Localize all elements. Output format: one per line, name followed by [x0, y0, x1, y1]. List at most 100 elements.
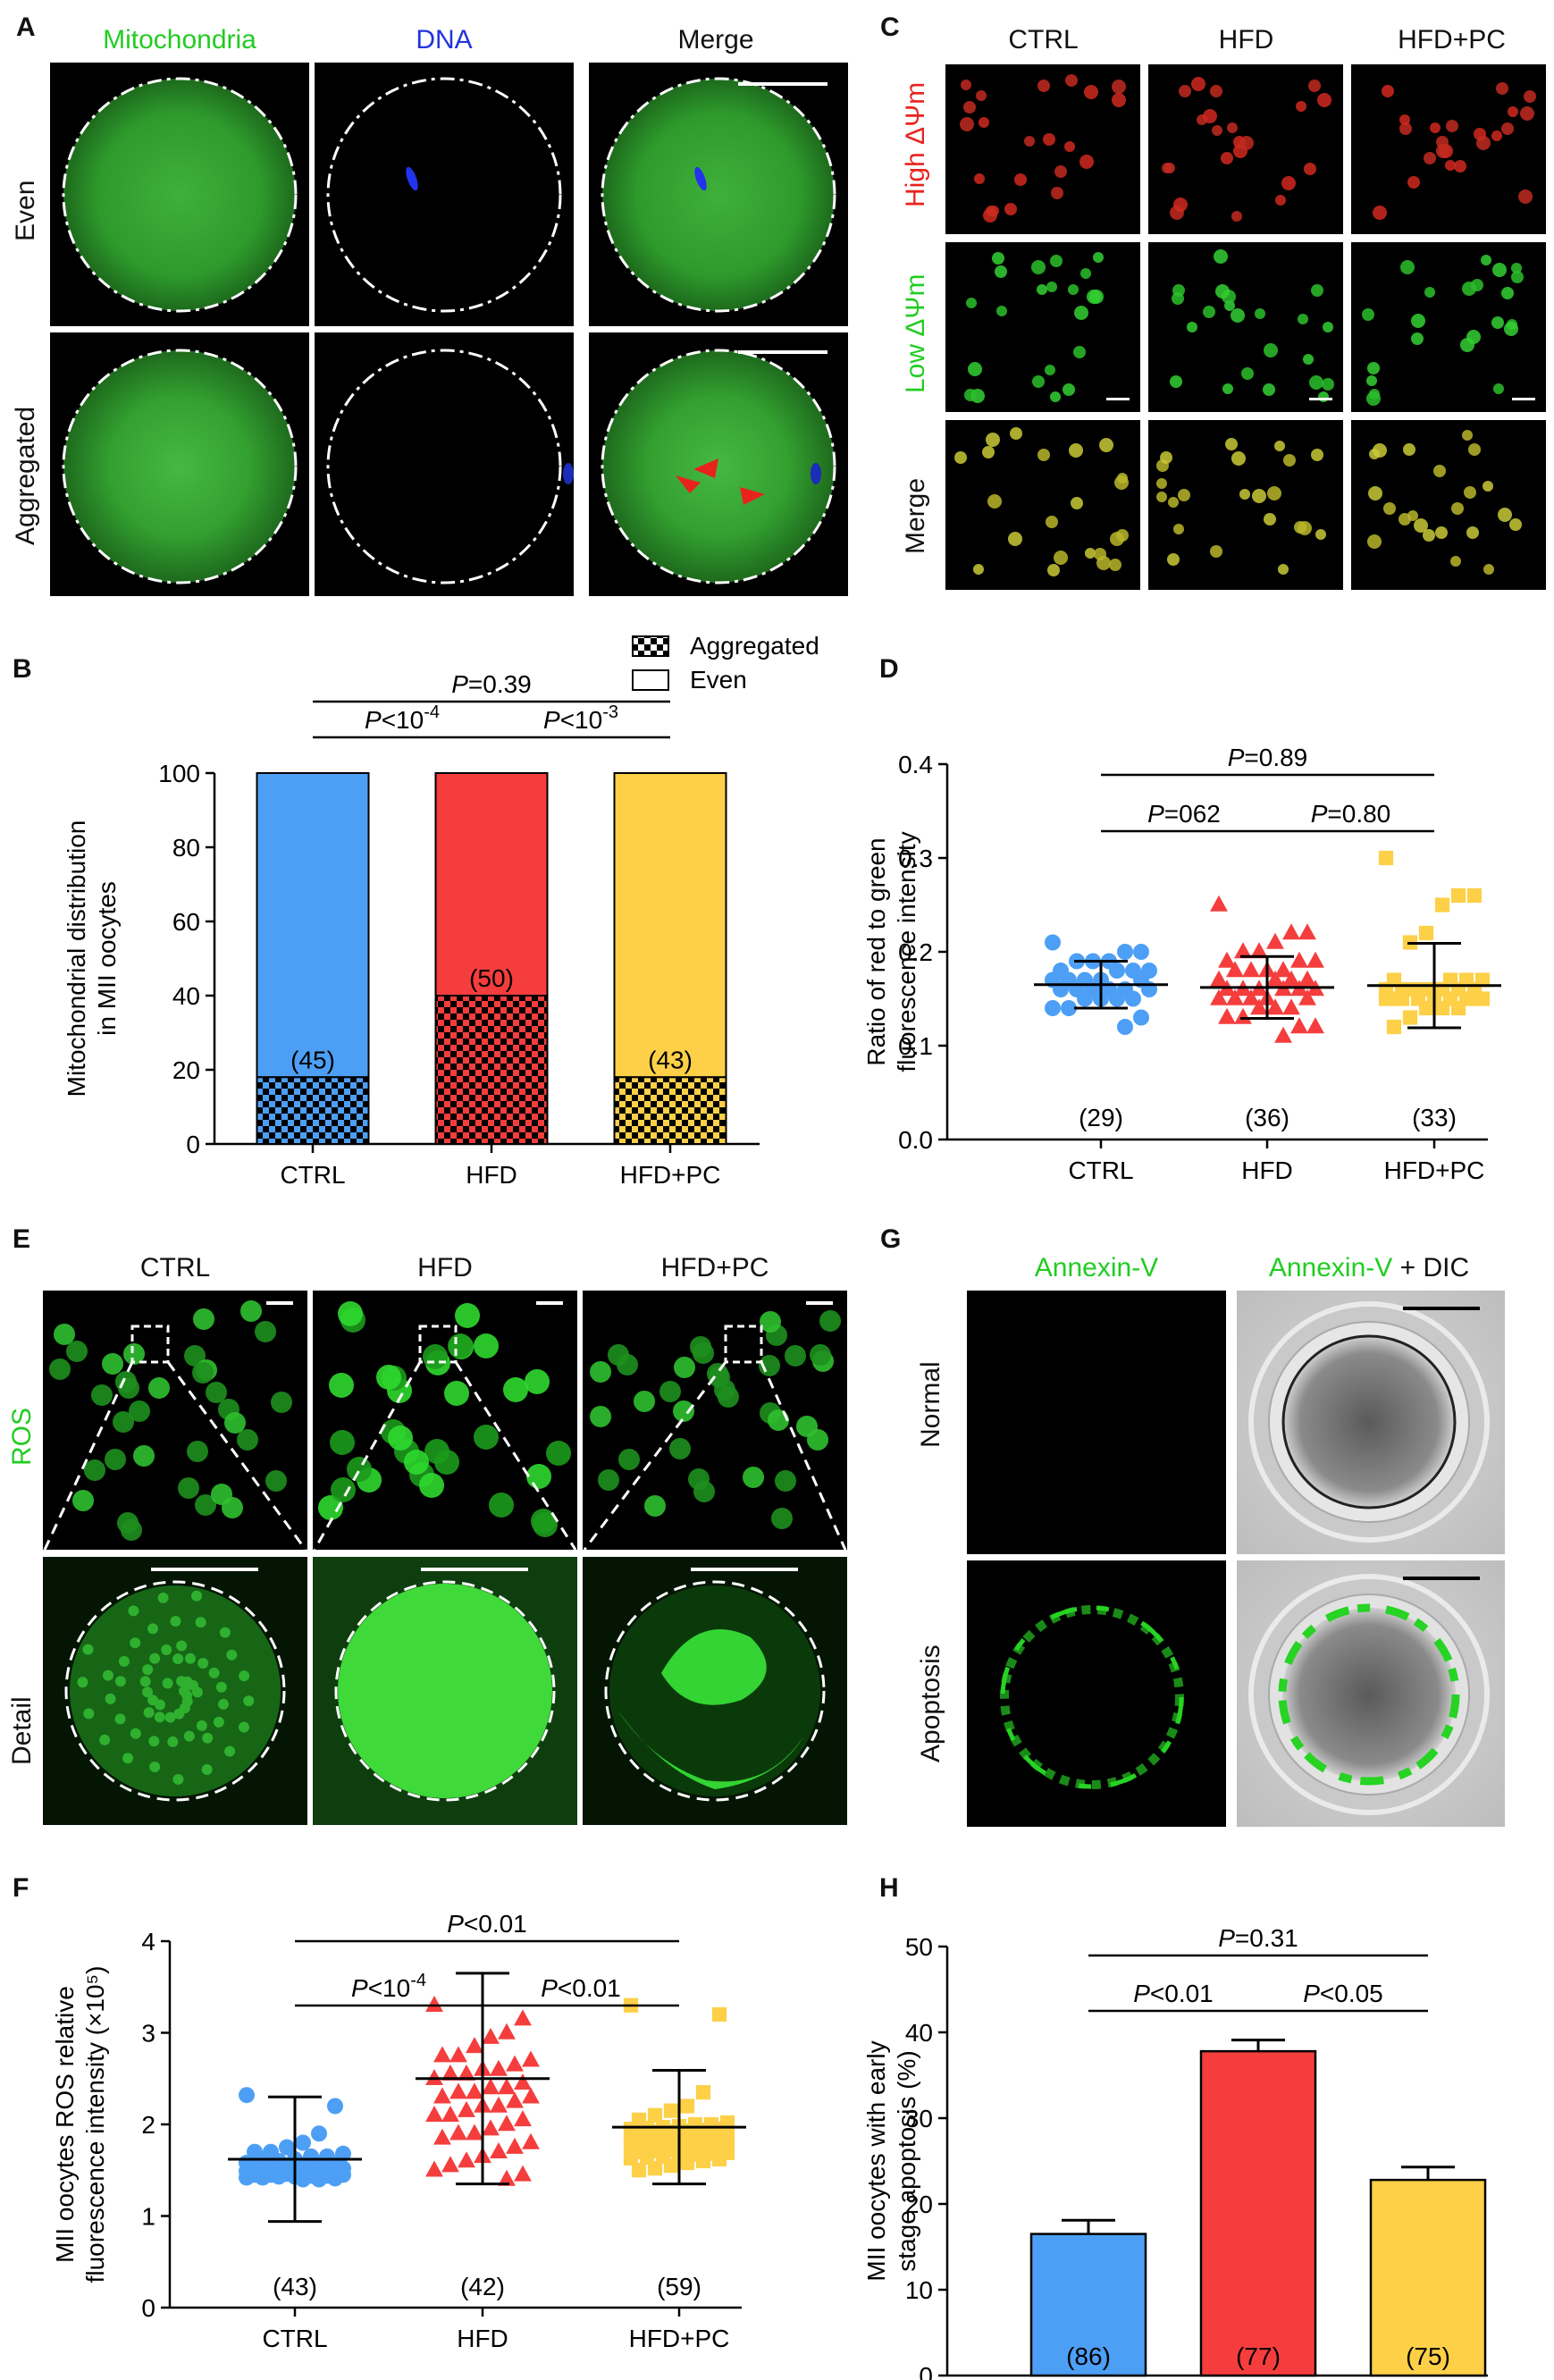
e-cell — [489, 1493, 514, 1518]
data-point — [1434, 1000, 1450, 1016]
e-cell — [102, 1353, 123, 1375]
e-detail-speck — [105, 1693, 116, 1704]
e-cell — [434, 1450, 459, 1475]
data-point — [506, 2137, 524, 2154]
data-point — [663, 2103, 679, 2118]
c-cell — [1004, 203, 1017, 215]
e-detail-speck — [82, 1644, 94, 1655]
data-point — [1378, 850, 1394, 866]
e-detail-speck — [114, 1676, 126, 1687]
c-cell — [1468, 443, 1481, 456]
data-point — [255, 2169, 271, 2186]
e-cell — [503, 1377, 528, 1402]
c-cell — [1399, 513, 1411, 526]
data-point — [433, 2128, 451, 2145]
e-cell — [688, 1468, 710, 1490]
data-point — [506, 2091, 524, 2108]
c-cell — [1010, 427, 1022, 440]
c-cell — [1283, 454, 1296, 467]
c-cell — [1411, 332, 1424, 345]
c-cell — [1212, 125, 1222, 136]
e-detail-speck — [224, 1745, 236, 1757]
data-point — [1402, 1010, 1418, 1025]
c-cell — [987, 494, 1002, 509]
c-cell — [1037, 80, 1050, 92]
data-point — [1466, 991, 1483, 1006]
c-cell — [1031, 260, 1046, 274]
e-cell — [66, 1341, 88, 1362]
e-detail-speck — [202, 1732, 214, 1744]
c-cell — [974, 173, 985, 184]
p-value-label: P=062 — [1147, 800, 1221, 828]
e-cell — [546, 1441, 571, 1466]
e-cell — [448, 1333, 473, 1358]
e-cell — [148, 1377, 170, 1399]
c-cell — [1296, 101, 1306, 112]
panel-c-micrographs — [945, 64, 1546, 590]
c-cell — [1423, 529, 1435, 542]
data-point — [466, 2123, 483, 2140]
c-cell — [1051, 187, 1063, 199]
data-point — [1274, 1026, 1292, 1043]
panel-e-row-ros: ROS — [7, 1407, 37, 1466]
bar-even — [434, 772, 549, 997]
e-detail-speck — [191, 1686, 203, 1698]
c-cell — [1191, 77, 1205, 91]
e-cell — [531, 1509, 556, 1534]
e-detail-speck — [238, 1721, 249, 1733]
data-point — [279, 2139, 295, 2156]
e-cell — [590, 1406, 611, 1427]
data-point — [449, 2046, 467, 2063]
data-point — [1234, 942, 1252, 959]
e-zoom-box — [418, 1325, 458, 1364]
y-tick-label: 3 — [141, 2020, 155, 2048]
e-cell — [673, 1400, 694, 1422]
data-point — [1250, 942, 1268, 959]
e-cell — [72, 1490, 94, 1511]
panel-e-col-ctrl: CTRL — [139, 1253, 211, 1283]
c-cell — [1450, 556, 1461, 567]
e-detail-speck — [172, 1773, 184, 1785]
c-cell — [1160, 451, 1172, 464]
c-cell — [1222, 383, 1233, 394]
e-detail-speck — [243, 1695, 255, 1707]
c-cell — [1187, 322, 1197, 332]
y-tick-label: 0.4 — [898, 751, 933, 778]
e-detail-speck — [173, 1708, 185, 1720]
n-label: (50) — [469, 964, 514, 992]
c-cell — [1156, 492, 1167, 502]
c-cell — [1210, 85, 1222, 97]
e-detail-outline — [604, 1580, 826, 1802]
c-cell — [1383, 502, 1396, 515]
c-cell — [1112, 80, 1126, 94]
c-cell — [1227, 122, 1238, 133]
c-cell — [1414, 518, 1428, 533]
c-cell — [1366, 375, 1377, 386]
e-cell — [525, 1369, 550, 1394]
data-point — [1450, 887, 1466, 904]
c-cell — [982, 446, 995, 458]
c-cell — [1068, 284, 1079, 295]
data-point — [311, 2171, 327, 2188]
data-point — [1242, 988, 1260, 1005]
e-cell — [768, 1409, 789, 1431]
data-point — [1266, 970, 1284, 987]
c-cell — [1167, 553, 1180, 566]
c-cell — [1424, 152, 1436, 164]
data-point — [639, 2149, 655, 2165]
data-point — [490, 2141, 508, 2158]
y-tick-label: 20 — [172, 1056, 200, 1084]
data-point — [1266, 998, 1284, 1015]
data-point — [327, 2170, 343, 2187]
data-point — [498, 2115, 516, 2132]
data-point — [441, 2105, 459, 2122]
data-point — [295, 2134, 311, 2151]
e-scalebar — [421, 1568, 528, 1571]
data-point — [1234, 1007, 1252, 1024]
c-cell — [1400, 260, 1415, 274]
c-cell — [1520, 106, 1534, 121]
x-tick-label: CTRL — [1068, 1156, 1133, 1184]
e-zoom-line — [583, 1361, 727, 1551]
data-point — [679, 2098, 695, 2114]
e-cell — [255, 1321, 276, 1342]
